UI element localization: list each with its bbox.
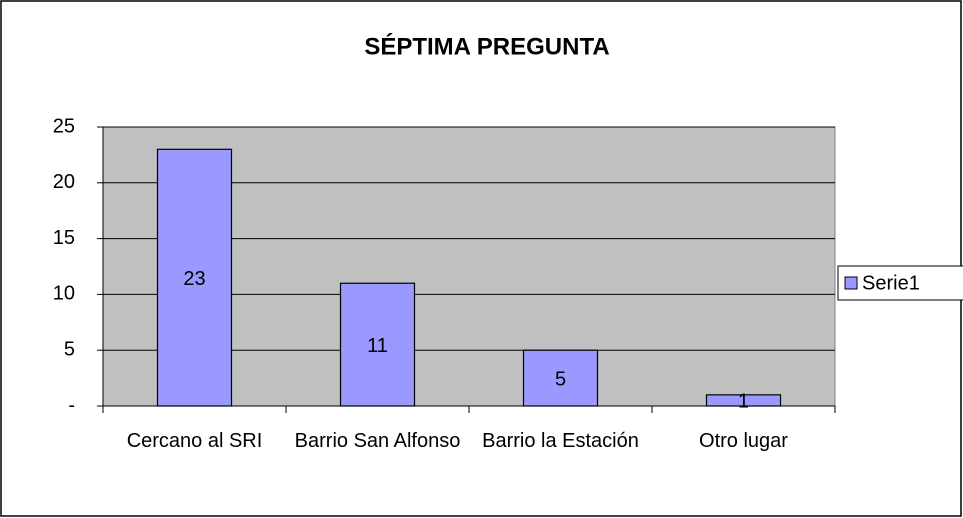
y-tick-label: 15 [53,227,75,249]
bar [156,148,233,407]
y-tick-label: - [68,394,75,416]
x-tick-label: Cercano al SRI [126,430,263,452]
y-tick-label: 25 [53,115,75,137]
legend-swatch [844,276,858,290]
x-tick-label: Barrio San Alfonso [294,430,461,452]
data-label: 23 [183,268,205,290]
bar [705,394,782,407]
x-tick-label: Barrio la Estación [482,430,639,452]
legend-box [837,265,963,301]
y-tick-label: 10 [53,283,75,305]
x-tick-label: Otro lugar [699,430,788,452]
y-tick-label: 20 [53,171,75,193]
bar [339,282,416,407]
bar [522,349,599,407]
data-label: 11 [367,335,388,357]
legend-label: Serie1 [862,272,920,294]
y-tick-label: 5 [64,338,75,360]
chart-title: SÉPTIMA PREGUNTA [364,32,609,60]
data-label: 1 [738,391,749,413]
data-label: 5 [555,368,566,390]
